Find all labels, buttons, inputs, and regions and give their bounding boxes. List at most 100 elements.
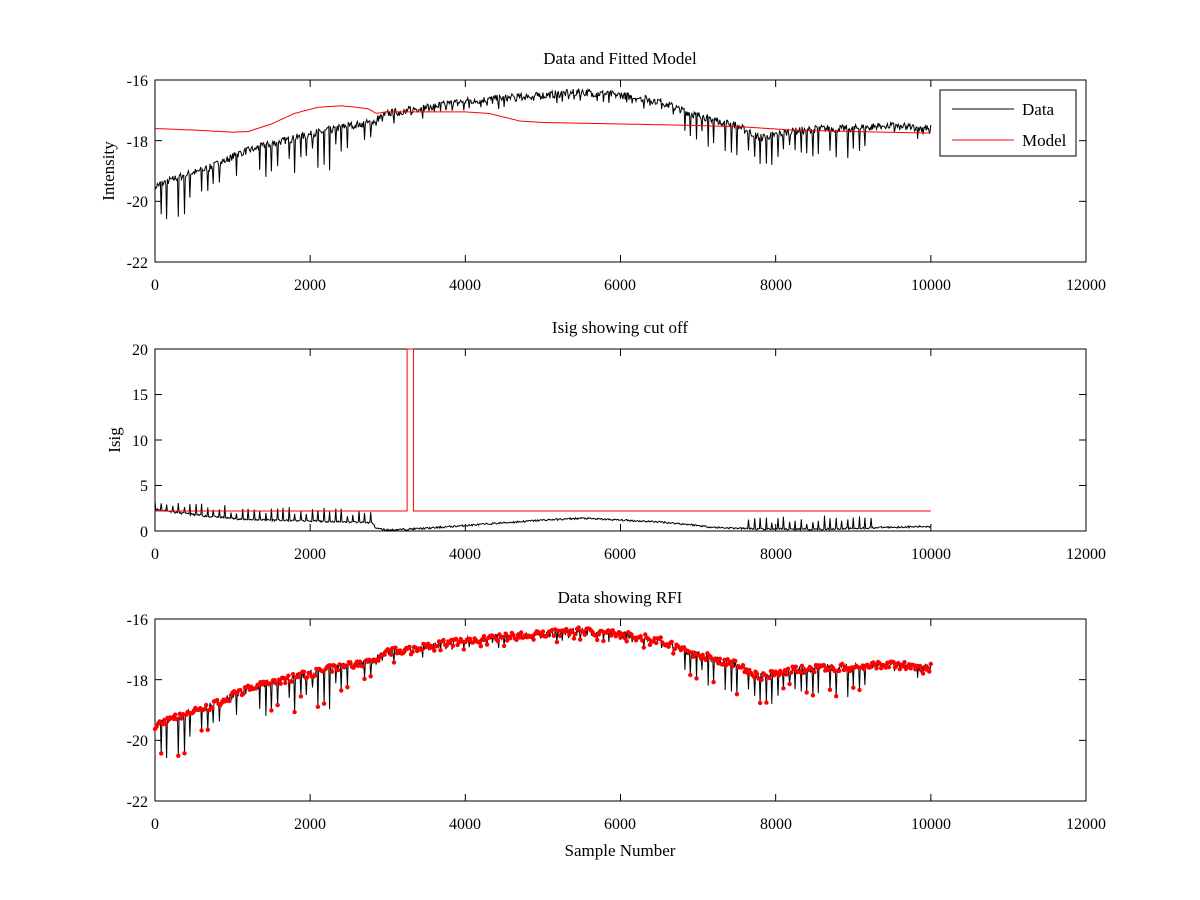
panel-3-xtick: 0 — [151, 816, 159, 833]
rfi-marker — [812, 669, 817, 675]
rfi-marker — [179, 716, 184, 721]
rfi-marker — [672, 646, 677, 652]
panel-3-xlabel: Sample Number — [565, 841, 676, 860]
rfi-marker — [357, 659, 362, 664]
panel-1-xtick: 10000 — [911, 277, 951, 294]
rfi-marker — [757, 700, 763, 706]
rfi-marker — [484, 642, 490, 647]
panel-2-xtick: 4000 — [449, 546, 481, 563]
rfi-markers — [152, 625, 933, 758]
rfi-marker — [419, 647, 425, 653]
axis-ticks — [154, 348, 1087, 532]
rfi-marker — [478, 644, 483, 649]
rfi-marker — [328, 663, 333, 668]
rfi-marker — [709, 656, 715, 662]
rfi-marker — [826, 667, 831, 673]
rfi-marker — [601, 638, 606, 644]
panel-2-ytick: 5 — [140, 478, 148, 495]
rfi-marker — [503, 631, 508, 636]
rfi-marker — [269, 708, 274, 713]
rfi-marker — [730, 664, 735, 669]
rfi-marker — [432, 648, 437, 653]
legend-box — [939, 89, 1077, 157]
rfi-marker — [647, 642, 653, 647]
panel-3-xtick: 10000 — [911, 816, 951, 833]
panel-intensity: Data and Fitted Model 0 2000 4000 6000 8… — [99, 49, 1106, 294]
rfi-marker — [874, 666, 879, 671]
panel-2-ytick: 0 — [140, 524, 148, 541]
panel-3-xtick: 2000 — [294, 816, 326, 833]
panel-1-xtick: 2000 — [294, 277, 326, 294]
panel-2-title: Isig showing cut off — [552, 318, 688, 337]
rfi-marker — [545, 633, 550, 638]
panel-1-ytick: -22 — [127, 255, 148, 272]
rfi-marker — [214, 697, 220, 703]
rfi-marker — [438, 648, 443, 653]
rfi-marker — [573, 631, 578, 637]
rfi-marker — [925, 665, 930, 670]
panel-1-plot-area — [154, 79, 1087, 263]
rfi-marker — [505, 638, 510, 643]
rfi-marker — [199, 728, 204, 733]
rfi-marker — [387, 648, 392, 653]
rfi-marker — [733, 658, 738, 664]
rfi-marker — [717, 656, 722, 661]
rfi-marker — [669, 639, 674, 644]
rfi-marker — [618, 635, 623, 640]
rfi-marker — [238, 688, 243, 693]
rfi-marker — [711, 679, 716, 685]
rfi-marker — [481, 634, 487, 639]
rfi-marker — [382, 652, 387, 657]
rfi-marker — [861, 667, 867, 672]
rfi-marker — [857, 687, 862, 693]
rfi-marker — [652, 636, 657, 641]
rfi-marker — [621, 632, 626, 637]
rfi-marker — [435, 643, 440, 649]
rfi-marker — [461, 647, 466, 652]
rfi-marker — [345, 685, 350, 690]
rfi-marker — [666, 644, 671, 649]
rfi-marker — [174, 717, 179, 722]
rfi-marker — [851, 685, 856, 690]
rfi-marker — [297, 671, 302, 677]
rfi-marker — [348, 660, 353, 666]
rfi-marker — [253, 686, 259, 691]
rfi-marker — [335, 667, 341, 673]
rfi-marker — [571, 636, 577, 641]
rfi-marker — [551, 633, 556, 638]
panel-2-ylabel: Isig — [105, 427, 124, 453]
rfi-marker — [283, 680, 288, 686]
rfi-marker — [329, 669, 335, 674]
rfi-marker — [205, 727, 210, 732]
panel-1-xtick: 12000 — [1066, 277, 1106, 294]
rfi-marker — [784, 672, 789, 677]
rfi-marker — [425, 641, 431, 646]
rfi-marker — [799, 663, 805, 668]
rfi-marker — [519, 630, 524, 635]
panel-2-xtick: 8000 — [760, 546, 792, 563]
rfi-marker — [368, 674, 373, 679]
panel-3-title: Data showing RFI — [558, 588, 683, 607]
rfi-marker — [643, 632, 648, 637]
panel-1-xtick: 0 — [151, 277, 159, 294]
rfi-marker — [376, 658, 381, 663]
rfi-marker — [781, 686, 786, 691]
rfi-marker — [802, 667, 808, 672]
rfi-marker — [700, 652, 705, 658]
rfi-marker — [301, 669, 307, 674]
rfi-marker — [847, 668, 853, 674]
rfi-marker — [787, 681, 792, 687]
rfi-marker — [278, 681, 283, 686]
panel-3-ytick: -16 — [127, 612, 148, 629]
rfi-marker — [804, 690, 809, 695]
rfi-marker — [286, 673, 291, 678]
rfi-marker — [596, 632, 601, 637]
rfi-marker — [312, 673, 317, 678]
rfi-marker — [290, 672, 296, 677]
panel-2-xtick: 2000 — [294, 546, 326, 563]
rfi-marker — [273, 680, 279, 686]
isig-series-line — [154, 500, 932, 533]
rfi-marker — [267, 681, 272, 686]
rfi-marker — [872, 662, 878, 667]
